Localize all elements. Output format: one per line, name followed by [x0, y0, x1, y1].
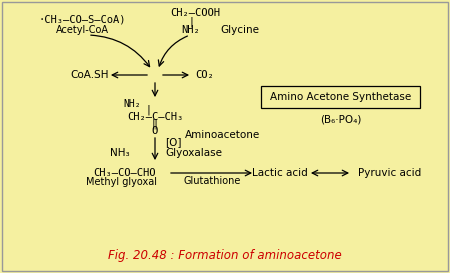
Text: ·CH₃–CO–S–CoA): ·CH₃–CO–S–CoA) [38, 15, 126, 25]
Text: Glycine: Glycine [220, 25, 259, 35]
Text: |: | [145, 105, 151, 115]
Text: Glyoxalase: Glyoxalase [165, 148, 222, 158]
Text: CH₂–C–CH₃: CH₂–C–CH₃ [127, 112, 183, 122]
Text: O: O [152, 126, 158, 136]
Text: NH₂: NH₂ [123, 99, 141, 109]
Text: ‖: ‖ [152, 119, 158, 129]
Text: CoA.SH: CoA.SH [71, 70, 109, 80]
Text: CH₃–CO–CHO: CH₃–CO–CHO [94, 168, 156, 178]
Text: Acetyl-CoA: Acetyl-CoA [55, 25, 108, 35]
Text: Aminoacetone: Aminoacetone [185, 130, 260, 140]
Text: Methyl glyoxal: Methyl glyoxal [86, 177, 158, 187]
FancyBboxPatch shape [2, 2, 448, 271]
Text: NH₂: NH₂ [182, 25, 200, 35]
FancyBboxPatch shape [261, 86, 420, 108]
Text: NH₃: NH₃ [110, 148, 130, 158]
Text: Amino Acetone Synthetase: Amino Acetone Synthetase [270, 92, 411, 102]
Text: CH₂–COOH: CH₂–COOH [170, 8, 220, 18]
Text: [O]: [O] [165, 137, 181, 147]
Text: CO₂: CO₂ [196, 70, 214, 80]
Text: |: | [188, 17, 194, 27]
Text: Pyruvic acid: Pyruvic acid [358, 168, 422, 178]
Text: (B₆·PO₄): (B₆·PO₄) [320, 114, 361, 124]
Text: Lactic acid: Lactic acid [252, 168, 308, 178]
Text: Fig. 20.48 : Formation of aminoacetone: Fig. 20.48 : Formation of aminoacetone [108, 248, 342, 262]
Text: Glutathione: Glutathione [183, 176, 241, 186]
